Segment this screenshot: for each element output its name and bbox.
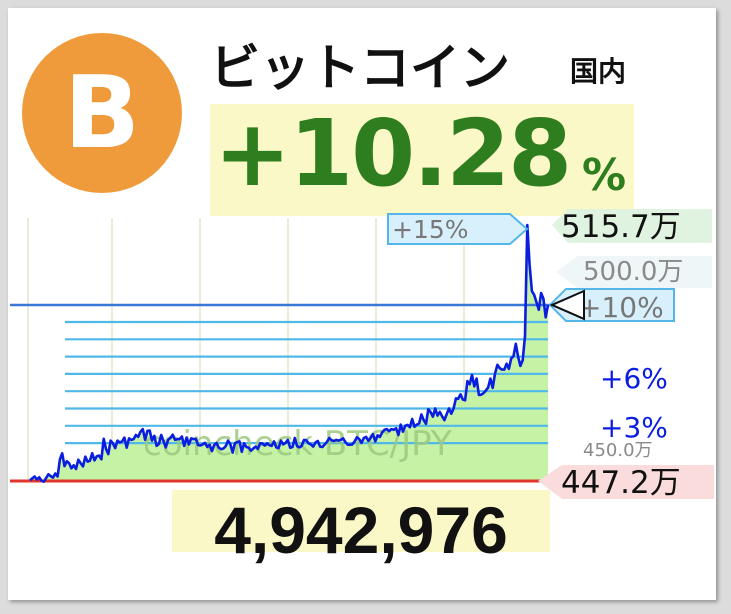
region-label: 国内 — [570, 55, 627, 88]
level-price-label-1: 500.0万 — [583, 257, 683, 287]
marker-label-2: +6% — [600, 362, 668, 395]
bitcoin-icon: B — [63, 54, 141, 171]
high-price-label: 515.7万 — [561, 209, 681, 245]
price-line — [29, 223, 550, 483]
marker-label-3: +3% — [600, 411, 668, 444]
low-price-label: 447.2万 — [561, 465, 681, 501]
price-highlight — [172, 490, 550, 552]
coin-title: ビットコイン — [210, 39, 510, 97]
marker-label-high: +15% — [392, 215, 469, 244]
current-price: 4,942,976 — [214, 493, 508, 567]
marker-tag-high — [387, 213, 529, 245]
change-unit: % — [582, 150, 627, 201]
high-label-bg — [552, 209, 712, 243]
price-area — [30, 225, 548, 482]
level-label-bg-1 — [556, 256, 712, 288]
marker-label-current: +10% — [578, 291, 664, 324]
bitcoin-logo: B — [22, 33, 182, 193]
level-price-label-2: 450.0万 — [583, 440, 653, 461]
current-pointer-icon — [549, 289, 585, 321]
change-percent: +10.28 — [214, 100, 572, 207]
change-highlight — [210, 104, 634, 216]
low-label-bg — [538, 465, 714, 499]
